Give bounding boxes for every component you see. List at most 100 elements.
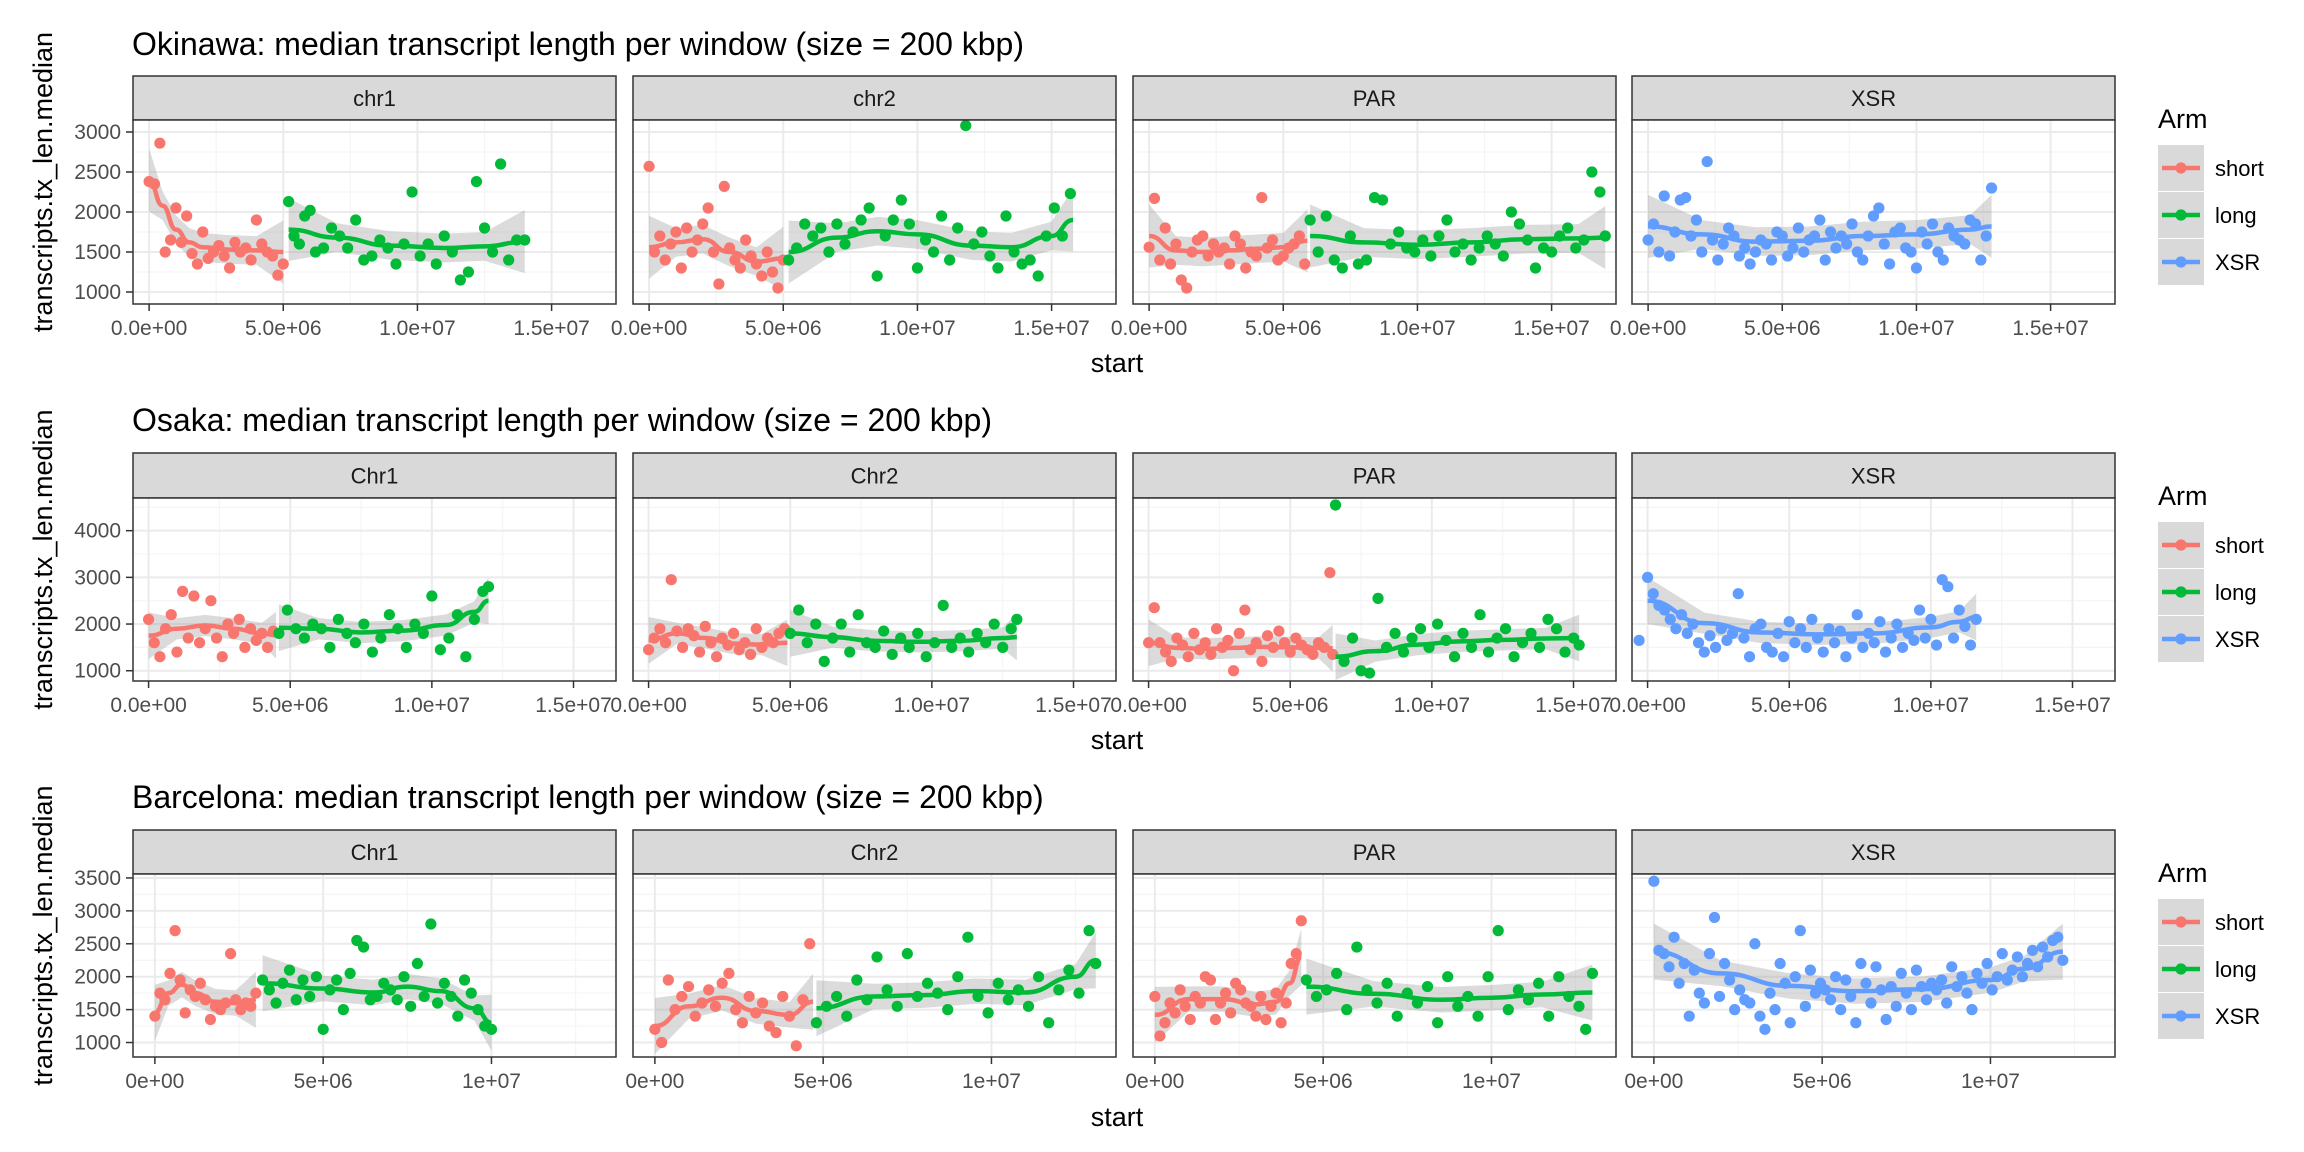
data-point (1154, 1030, 1166, 1042)
data-point (406, 186, 418, 198)
data-point (1744, 997, 1756, 1009)
data-point (1344, 230, 1356, 242)
data-point (250, 987, 262, 999)
data-point (1266, 234, 1279, 246)
data-point (350, 214, 362, 226)
data-point (654, 623, 666, 635)
data-point (324, 641, 336, 653)
confidence-ribbon (1310, 204, 1606, 270)
facet-panel: XSR 0.0e+00 5.0e+06 1.0e+07 1.5e+07 (1609, 452, 2116, 717)
data-point (2037, 941, 2049, 953)
data-point (810, 618, 822, 630)
data-point (1961, 987, 1973, 999)
data-point (1275, 1017, 1287, 1029)
y-tick-label: 1000 (74, 1032, 121, 1055)
data-point (1320, 210, 1332, 222)
series-long (273, 577, 495, 663)
data-point (1703, 948, 1716, 960)
data-point (1683, 1010, 1695, 1022)
smooth-line (790, 631, 1017, 645)
x-tick-label: 1.5e+07 (2012, 317, 2089, 340)
data-point (1774, 957, 1786, 970)
data-point (675, 262, 687, 274)
data-point (1985, 182, 1998, 194)
data-point (891, 1000, 903, 1012)
data-point (1227, 665, 1240, 677)
x-tick-label: 5.0e+06 (752, 694, 829, 717)
smooth-line (1148, 640, 1333, 652)
data-point (1393, 226, 1405, 238)
data-point (851, 974, 863, 986)
data-point (1693, 987, 1705, 999)
data-point (1179, 1000, 1191, 1012)
plot-area (643, 120, 1076, 294)
data-point (1641, 571, 1654, 583)
smooth-line (288, 227, 525, 251)
data-point (1947, 632, 1960, 644)
data-point (1452, 1000, 1464, 1012)
y-tick-label: 2000 (74, 966, 121, 989)
data-point (1550, 623, 1563, 635)
data-point (662, 974, 674, 986)
data-point (756, 270, 768, 282)
data-point (495, 158, 507, 170)
data-point (169, 925, 181, 937)
x-tick-label: 5.0e+06 (745, 317, 822, 340)
smooth-line (148, 177, 284, 255)
panel-background (1133, 874, 1616, 1057)
data-point (1663, 250, 1676, 262)
data-point (1312, 246, 1324, 258)
data-point (485, 1023, 498, 1035)
data-point (1184, 1013, 1196, 1026)
y-tick-label: 3000 (74, 566, 121, 589)
data-point (992, 262, 1004, 274)
smooth-line (654, 995, 814, 1029)
x-tick-label: 1.5e+07 (1513, 317, 1590, 340)
data-point (903, 218, 915, 230)
data-point (740, 234, 752, 246)
data-point (1165, 655, 1177, 667)
data-point (1648, 875, 1660, 887)
data-point (1229, 230, 1241, 242)
data-point (718, 180, 730, 192)
data-point (823, 246, 835, 258)
data-point (1336, 262, 1348, 274)
legend: Arm short long XSR (2158, 858, 2264, 1039)
data-point (1425, 250, 1437, 262)
data-point (2026, 944, 2039, 956)
data-point (181, 210, 193, 222)
data-point (1300, 974, 1312, 986)
data-point (165, 609, 177, 621)
data-point (777, 990, 789, 1003)
data-point (1064, 188, 1076, 200)
data-point (256, 238, 268, 250)
x-tick-label: 5e+06 (294, 1070, 353, 1093)
data-point (1673, 977, 1685, 989)
legend-key-point (2175, 916, 2187, 928)
series-long (1300, 925, 1599, 1035)
data-point (1910, 964, 1923, 976)
data-point (801, 637, 813, 649)
data-point (1946, 961, 1958, 973)
legend: Arm short long XSR (2158, 104, 2264, 285)
smooth-line (154, 982, 256, 1016)
data-point (878, 625, 890, 637)
data-point (1542, 613, 1554, 625)
legend-key-point (2175, 162, 2187, 174)
data-point (1073, 987, 1085, 999)
data-point (349, 637, 361, 649)
facet-label: XSR (1851, 464, 1896, 489)
data-point (804, 938, 816, 950)
data-point (342, 242, 354, 254)
data-point (452, 1010, 464, 1022)
x-tick-label: 5.0e+06 (1245, 317, 1322, 340)
data-point (1830, 971, 1842, 983)
series-short (642, 574, 791, 667)
data-point (1870, 961, 1882, 973)
facet-strip (1631, 75, 2116, 121)
data-point (1181, 282, 1193, 294)
data-point (1653, 246, 1665, 258)
data-point (1642, 234, 1654, 246)
panel-border (1132, 119, 1617, 305)
